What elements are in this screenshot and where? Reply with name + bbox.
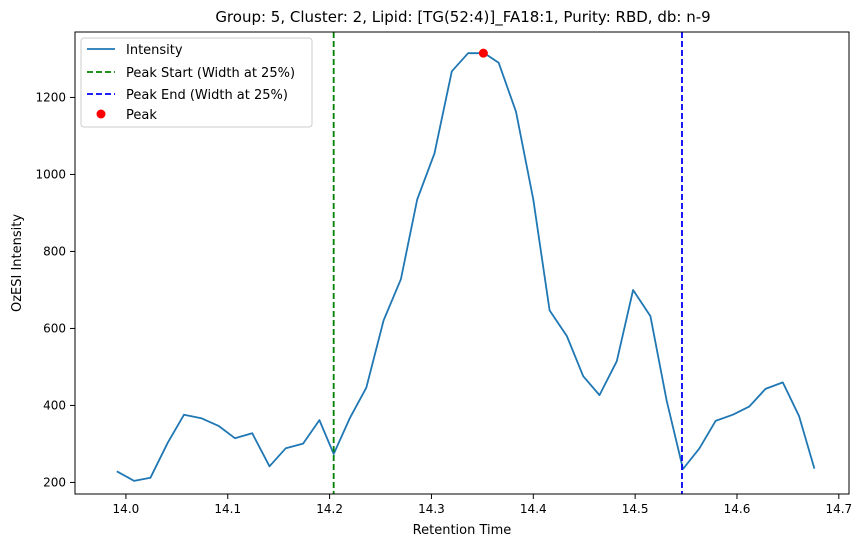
y-tick-label: 800 <box>43 244 66 258</box>
legend-label-peak: Peak <box>126 108 157 123</box>
y-axis-ticks: 200 400 600 800 1000 1200 <box>35 90 75 489</box>
y-tick-label: 200 <box>43 475 66 489</box>
x-tick-label: 14.5 <box>622 502 649 516</box>
y-tick-label: 1000 <box>35 167 66 181</box>
x-tick-label: 14.1 <box>214 502 241 516</box>
x-tick-label: 14.3 <box>418 502 445 516</box>
plot-area <box>116 32 816 494</box>
legend-handle-peak <box>96 109 106 119</box>
x-tick-label: 14.7 <box>825 502 852 516</box>
legend-box <box>80 37 313 128</box>
x-tick-label: 14.4 <box>520 502 547 516</box>
x-axis-ticks: 14.0 14.1 14.2 14.3 14.4 14.5 14.6 14.7 <box>113 494 852 516</box>
plot-frame <box>74 31 850 495</box>
intensity-line <box>116 52 816 482</box>
x-axis-label: Retention Time <box>413 523 512 538</box>
y-axis-label: OzESI Intensity <box>10 214 25 312</box>
legend-label-peak-end: Peak End (Width at 25%) <box>126 88 288 103</box>
legend-label-peak-start: Peak Start (Width at 25%) <box>126 66 295 81</box>
y-tick-label: 600 <box>43 321 66 335</box>
legend-label-intensity: Intensity <box>126 43 183 58</box>
y-tick-label: 1200 <box>35 90 66 104</box>
chart-title: Group: 5, Cluster: 2, Lipid: [TG(52:4)]_… <box>215 8 710 27</box>
x-tick-label: 14.6 <box>724 502 751 516</box>
y-tick-label: 400 <box>43 398 66 412</box>
x-tick-label: 14.2 <box>316 502 343 516</box>
legend: Intensity Peak Start (Width at 25%) Peak… <box>80 37 313 128</box>
x-tick-label: 14.0 <box>113 502 140 516</box>
peak-marker <box>478 48 488 58</box>
